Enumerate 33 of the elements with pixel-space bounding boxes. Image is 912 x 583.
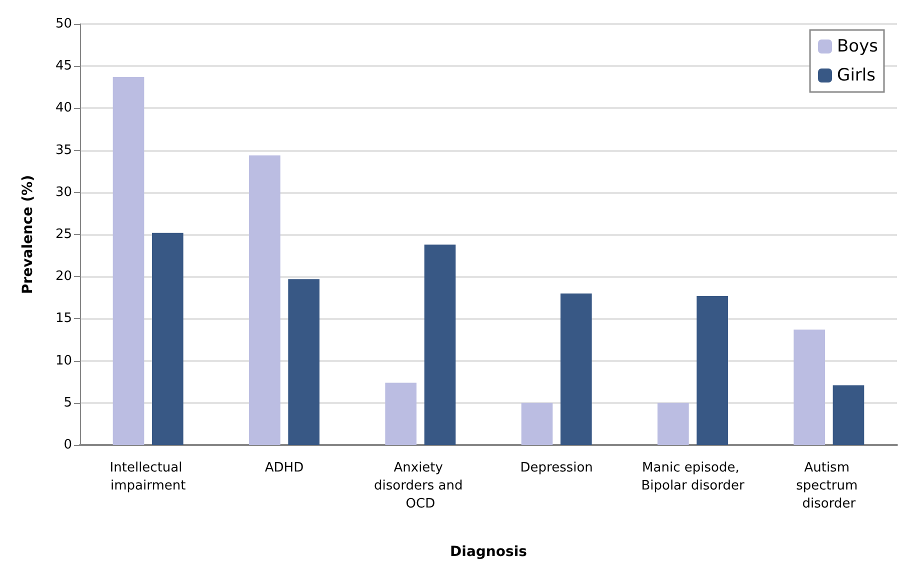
legend-label: Girls: [837, 66, 876, 86]
y-tick-label: 10: [55, 353, 72, 368]
x-tick-label: ADHD: [264, 460, 304, 476]
y-tick-label: 40: [55, 100, 72, 116]
y-tick-label: 20: [55, 269, 72, 284]
y-tick-label: 35: [55, 142, 72, 158]
y-axis-title: Prevalence (%): [20, 175, 36, 294]
y-tick-label: 5: [64, 395, 72, 410]
y-tick-label: 45: [55, 58, 72, 74]
x-tick-label: Autism spectrum disorder: [796, 460, 862, 512]
bar: [832, 385, 864, 445]
bar: [288, 279, 320, 445]
bar: [794, 330, 825, 445]
legend-label: Boys: [837, 36, 878, 56]
x-tick-label: Manic episode, Bipolar disorder: [641, 460, 745, 494]
bar: [112, 77, 144, 445]
y-tick-label: 0: [64, 438, 72, 452]
bar: [560, 293, 592, 445]
bar: [152, 232, 184, 445]
x-tick-label: Intellectual impairment: [110, 460, 186, 494]
y-tick-label: 15: [55, 311, 72, 326]
y-tick-label: 50: [55, 16, 72, 32]
bar: [696, 296, 728, 445]
y-tick-label: 30: [55, 184, 72, 200]
bar: [658, 402, 689, 445]
bar: [385, 382, 416, 445]
x-tick-label: Anxiety disorders and OCD: [374, 460, 467, 512]
bar: [249, 155, 280, 445]
x-axis-title: Diagnosis: [450, 544, 527, 560]
y-tick-label: 25: [55, 227, 72, 242]
x-tick-label: Depression: [520, 460, 593, 476]
bar: [424, 244, 456, 445]
bar: [521, 402, 553, 445]
